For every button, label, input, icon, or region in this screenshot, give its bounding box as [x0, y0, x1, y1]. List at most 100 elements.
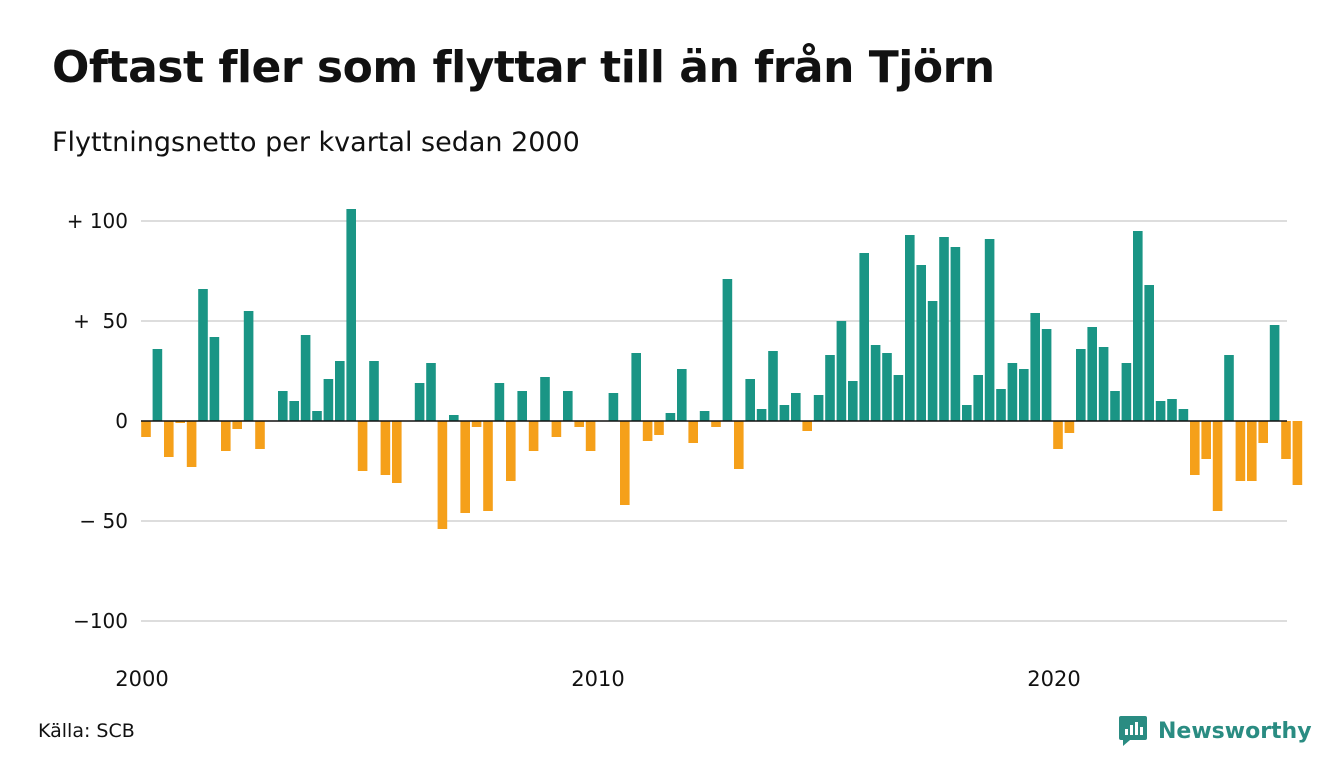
y-axis-ticks: + 100 + 50 0 − 50 −100: [67, 209, 128, 633]
bar: [1007, 363, 1018, 421]
bar: [1235, 421, 1246, 481]
bar: [893, 375, 904, 421]
y-tick-label: + 100: [67, 209, 128, 233]
bar: [711, 421, 721, 427]
bar: [563, 391, 573, 421]
bar: [654, 421, 664, 435]
bar: [1133, 231, 1143, 421]
y-tick-label: − 50: [79, 509, 128, 533]
x-tick-label: 2000: [115, 667, 168, 691]
bar: [916, 265, 926, 421]
bar: [585, 421, 596, 451]
bar: [198, 289, 208, 421]
brand-name: Newsworthy: [1158, 718, 1312, 744]
y-tick-label: −100: [73, 609, 128, 633]
bar: [1258, 421, 1268, 443]
bar: [620, 421, 630, 505]
chart-title: Oftast fler som flyttar till än från Tjö…: [52, 42, 995, 93]
bar: [209, 337, 220, 421]
bar: [1121, 363, 1132, 421]
bar: [939, 237, 949, 421]
bar: [779, 405, 790, 421]
x-axis-ticks: 2000 2010 2020: [115, 667, 1080, 691]
source-note: Källa: SCB: [38, 720, 135, 742]
bar: [722, 279, 733, 421]
bar: [1178, 409, 1189, 421]
y-tick-label: + 50: [73, 309, 128, 333]
bar: [665, 413, 676, 421]
bar: [1247, 421, 1257, 481]
x-tick-label: 2020: [1027, 667, 1080, 691]
bar: [1155, 401, 1166, 421]
bar: [380, 421, 391, 475]
bar: [164, 421, 174, 457]
y-tick-label: 0: [115, 409, 128, 433]
bar: [152, 349, 163, 421]
bar: [517, 391, 527, 421]
bar: [414, 383, 425, 421]
bar: [221, 421, 231, 451]
bar: [1201, 421, 1211, 459]
bar: [768, 351, 778, 421]
bar: [1281, 421, 1291, 459]
bar: [357, 421, 368, 471]
bar: [631, 353, 641, 421]
bar: [506, 421, 516, 481]
bar: [323, 379, 334, 421]
bar: [278, 391, 288, 421]
bar: [392, 421, 402, 483]
bar: [289, 401, 299, 421]
bar: [791, 393, 801, 421]
newsworthy-logo-icon: [1119, 716, 1147, 746]
bar: [950, 247, 961, 421]
bar: [483, 421, 493, 511]
bar: [346, 209, 356, 421]
bar: [540, 377, 550, 421]
bar: [1076, 349, 1086, 421]
bar: [688, 421, 698, 443]
bar: [1110, 391, 1120, 421]
bar: [494, 383, 505, 421]
bar: [449, 415, 459, 421]
bar: [984, 239, 995, 421]
bar: [175, 421, 185, 423]
bar: [756, 409, 767, 421]
bar: [745, 379, 755, 421]
bar: [813, 395, 824, 421]
bar: [471, 421, 482, 427]
bar: [825, 355, 835, 421]
bar: [973, 375, 983, 421]
bar: [927, 301, 938, 421]
brand-logo: Newsworthy: [1118, 714, 1312, 748]
bar: [426, 363, 436, 421]
bar: [369, 361, 379, 421]
bar: [1292, 421, 1303, 485]
bar: [551, 421, 562, 437]
bar: [905, 235, 915, 421]
bar: [312, 411, 322, 421]
bar: [1167, 399, 1177, 421]
bar: [1019, 369, 1029, 421]
bar: [1087, 327, 1097, 421]
bar: [141, 421, 151, 437]
bar: [1030, 313, 1040, 421]
bar: [243, 311, 254, 421]
x-tick-label: 2010: [571, 667, 624, 691]
bar: [437, 421, 448, 529]
bar: [186, 421, 197, 467]
bar: [1144, 285, 1154, 421]
bar: [642, 421, 653, 441]
bar: [677, 369, 687, 421]
bar: [1224, 355, 1234, 421]
bar: [802, 421, 812, 431]
bar: [1064, 421, 1075, 433]
bar: [699, 411, 710, 421]
chart-subtitle: Flyttningsnetto per kvartal sedan 2000: [52, 127, 580, 158]
bar: [859, 253, 869, 421]
bar: [882, 353, 892, 421]
bar: [734, 421, 744, 469]
bar: [232, 421, 242, 429]
bar: [996, 389, 1006, 421]
bar: [1190, 421, 1200, 475]
bar: [1212, 421, 1223, 511]
